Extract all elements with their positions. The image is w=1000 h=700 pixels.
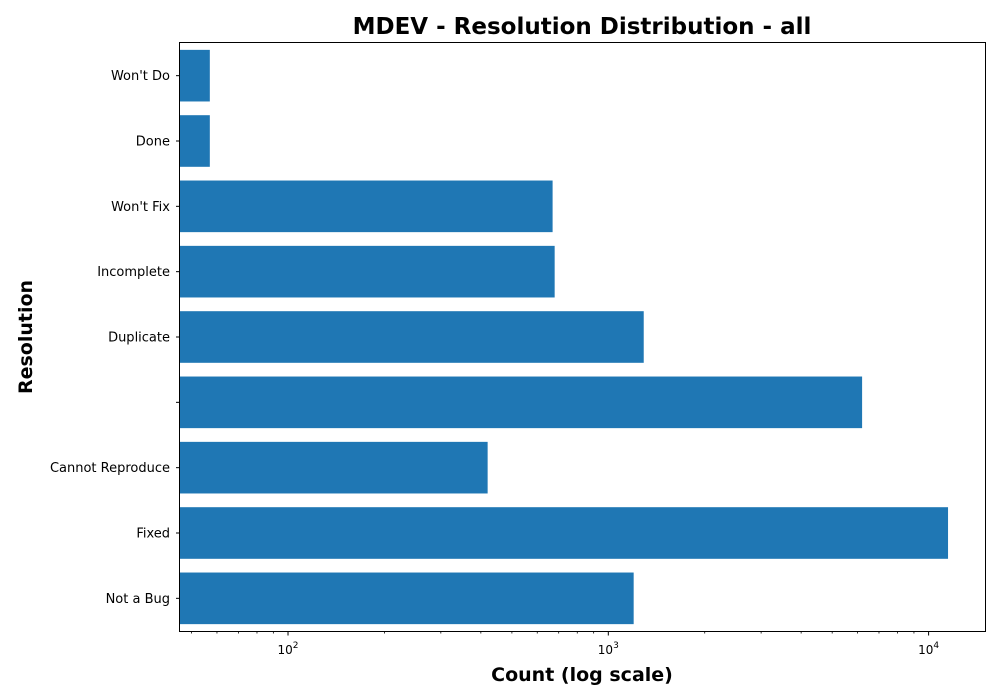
bar [180, 376, 863, 429]
x-axis-ticks: 102 103 104 [191, 631, 939, 657]
y-tick-label: Cannot Reproduce [50, 461, 170, 476]
plot-frame [179, 42, 986, 632]
bar [180, 441, 488, 494]
bar [180, 311, 644, 363]
y-tick-label: Won't Do [111, 69, 170, 84]
y-axis-ticks: Not a Bug Fixed Cannot Reproduce Duplicate I… [50, 69, 180, 607]
bar [180, 115, 210, 167]
x-tick-label: 102 [278, 641, 299, 657]
y-tick-label: Not a Bug [106, 592, 170, 607]
y-tick-label: Done [136, 135, 170, 150]
bar [180, 245, 555, 298]
bar [180, 572, 634, 625]
y-tick-label: Incomplete [97, 265, 170, 280]
x-tick-label: 103 [598, 641, 619, 657]
chart-title: MDEV - Resolution Distribution - all [353, 14, 812, 40]
bar [180, 49, 210, 102]
x-axis-label: Count (log scale) [491, 664, 673, 686]
bars-layer [180, 49, 949, 625]
y-tick-label: Duplicate [108, 331, 170, 346]
bar [180, 180, 553, 233]
x-tick-label: 104 [918, 641, 939, 657]
y-axis-label: Resolution [15, 280, 37, 394]
y-tick-label: Fixed [136, 527, 170, 542]
y-tick-label: Won't Fix [111, 200, 170, 215]
bar [180, 507, 949, 559]
